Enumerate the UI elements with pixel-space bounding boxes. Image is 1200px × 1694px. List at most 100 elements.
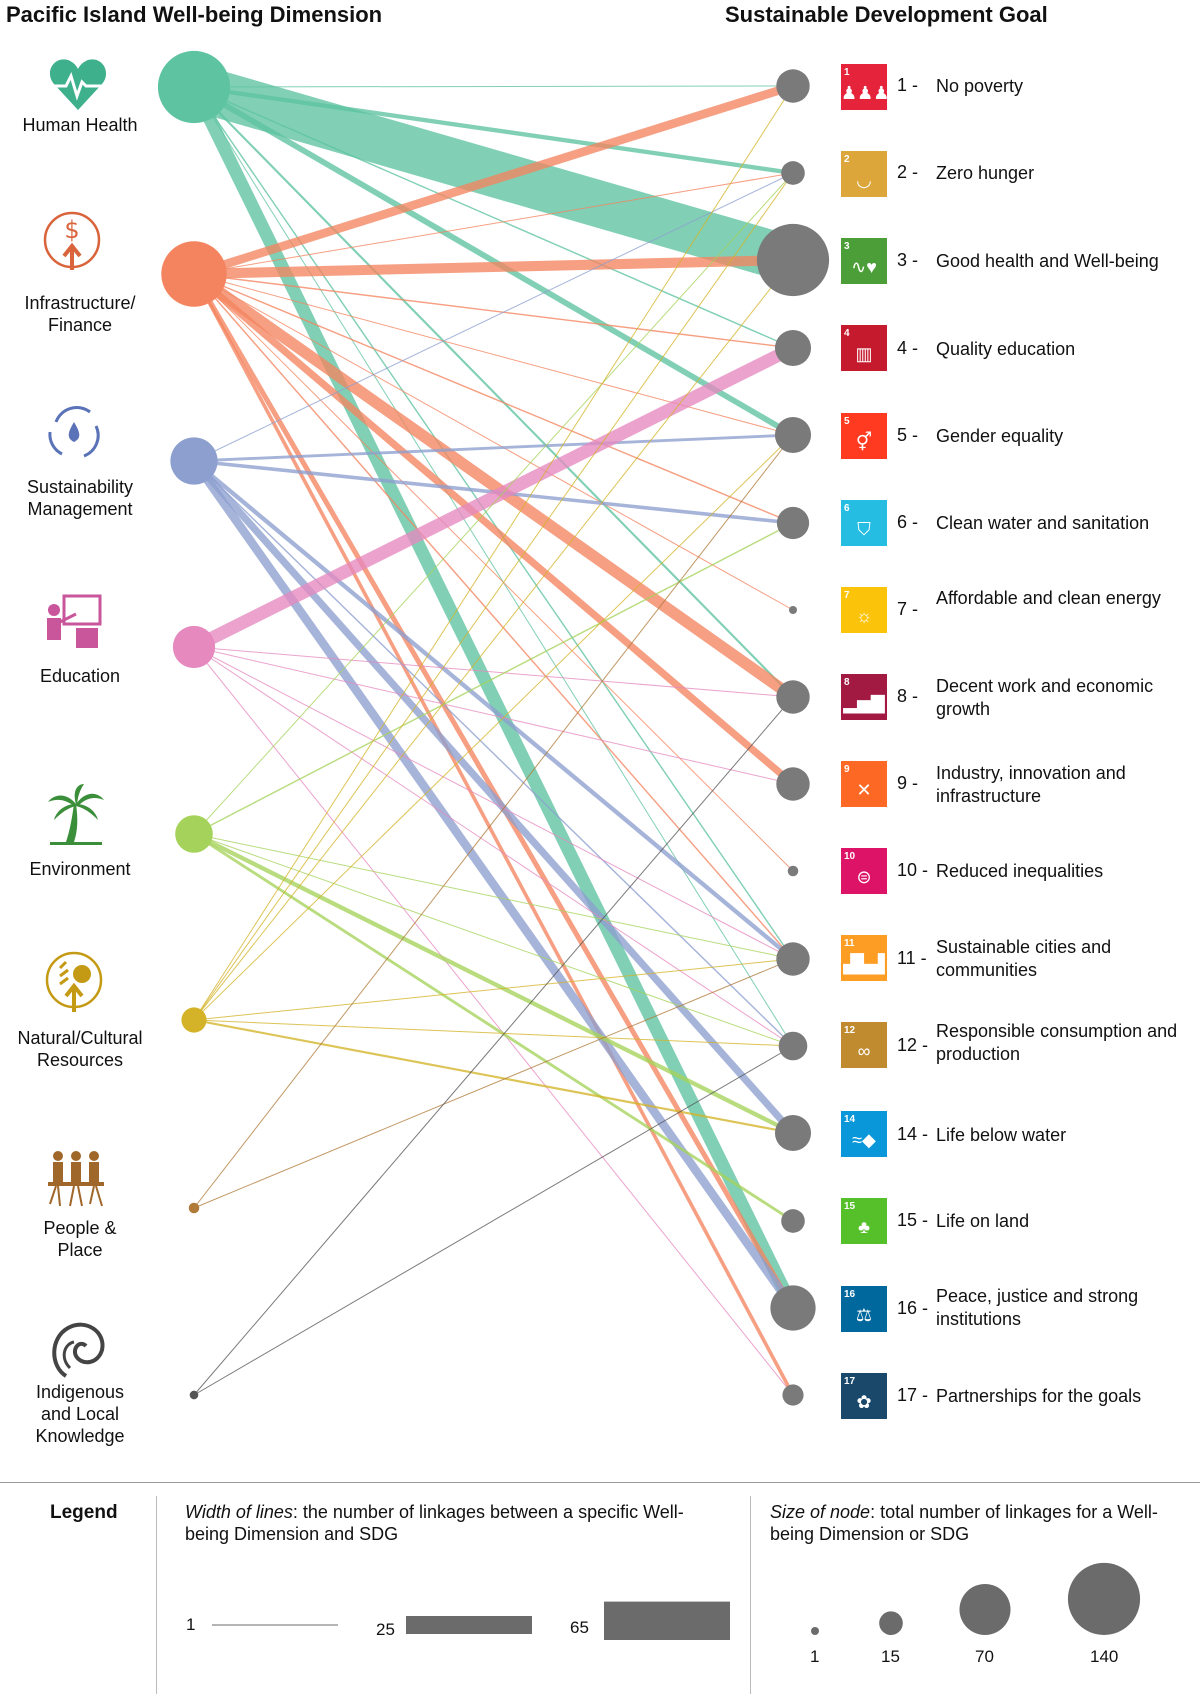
sdg-tile-10: 10 ⊜ [841,848,887,894]
sdg-node-12 [778,1031,808,1061]
sdg-label-14: Life below water [936,1125,1067,1145]
link-if-sdg-6 [193,273,794,524]
palm-tree-icon [48,784,104,845]
legend-size-sample-140 [1067,1562,1141,1635]
grain-sun-icon [45,951,103,1012]
sdg-tile-11: 11 ▟▙▟ [841,935,887,981]
sdg-tile-4: 4 ▥ [841,325,887,371]
link-if-sdg-16 [191,272,796,1310]
legend-width-label-65: 65 [570,1618,589,1637]
teacher-board-icon [47,594,102,648]
link-if-sdg-9 [191,271,796,787]
recycle-water-icon [48,406,100,458]
sun-icon: ☼ [855,606,873,626]
sdg-number-2: 2 - [897,162,919,182]
right-header: Sustainable Development Goal [725,2,1048,27]
link-ed-sdg-12 [193,646,794,1047]
sdg-node-6 [776,506,810,540]
link-sm-sdg-12 [193,460,794,1047]
dimension-label-people-place: People & Place [43,1218,117,1260]
link-if-sdg-5 [193,273,794,436]
sdg-node-15 [781,1209,805,1233]
legend-width-sample-1 [212,1624,338,1626]
rings-icon: ✿ [856,1392,872,1412]
sdg-number-4: 4 - [897,338,919,358]
tree-icon: ♣ [858,1217,870,1237]
link-en-sdg-6 [193,522,794,835]
sdg-label-15: Life on land [936,1211,1030,1231]
legend-width-title: Width of lines [185,1502,293,1522]
link-ed-sdg-11 [193,646,794,960]
sdg-label-8: Decent work and economic growth [936,676,1154,719]
link-ed-sdg-17 [193,646,794,1396]
link-if-sdg-17 [192,273,795,1396]
sdg-node-7 [789,606,797,614]
legend-width-label-25: 25 [376,1620,395,1639]
sdg-number-8: 8 - [897,686,919,706]
fish-icon: ≈◆ [852,1130,876,1150]
sdg-number-1: 1 - [897,75,919,95]
sdg-label-6: Clean water and sanitation [936,513,1150,533]
link-hh-sdg-4 [193,86,794,349]
sdg-tile-7: 7 ☼ [841,587,887,633]
sdg-tile-1: 1 ♟♟♟ [841,64,890,110]
dove-gavel-icon: ⚖ [855,1305,873,1325]
link-sm-sdg-5 [193,433,794,463]
legend-divider [0,1482,1200,1483]
sdg-number-17: 17 - [897,1385,929,1405]
sdg-label-12: Responsible consumption and production [936,1021,1178,1064]
dimension-label-environment: Environment [29,859,131,879]
legend-size-sample-70 [959,1583,1011,1635]
dimension-node-sm [170,437,218,485]
legend-size-label-140: 140 [1090,1647,1119,1666]
link-nc-sdg-14 [193,1018,794,1135]
infinity-icon: ∞ [857,1041,871,1061]
family-icon: ♟♟♟ [841,83,890,103]
water-glass-icon: ⛉ [857,519,871,539]
book-icon: ▥ [855,344,873,364]
link-nc-sdg-2 [193,172,794,1021]
sdg-label-1: No poverty [936,76,1024,96]
sdg-number-16: 16 - [897,1298,929,1318]
sdg-number-6: 6 - [897,512,919,532]
equals-icon: ⊜ [856,867,872,887]
link-nc-sdg-3 [193,259,794,1021]
sdg-node-4 [774,329,812,367]
link-en-sdg-2 [193,172,794,835]
bowl-icon: ◡ [856,170,872,190]
link-ed-sdg-9 [193,646,794,785]
dimension-label-sustainability: Sustainability Management [26,477,134,519]
sdg-node-14 [774,1114,812,1152]
link-sm-sdg-14 [191,458,796,1136]
link-if-sdg-3 [193,254,794,280]
growth-chart-icon: ▂▅▇ [843,693,885,713]
sdg-label-4: Quality education [936,339,1076,359]
sdg-node-9 [776,767,810,801]
sdg-number-10: 10 - [897,860,929,880]
sdg-tile-3: 3 ∿♥ [841,238,887,284]
sdg-label-10: Reduced inequalities [936,861,1104,881]
legend-samples [212,1562,1141,1640]
linkage-diagram [157,50,830,1406]
link-ed-sdg-4 [191,342,796,653]
link-nc-sdg-12 [193,1019,794,1047]
dimension-label-natural-cultural: Natural/Cultural Resources [17,1028,143,1070]
sdg-node-16 [770,1285,816,1331]
svg-text:$: $ [64,216,79,244]
sdg-tile-17: 17 ✿ [841,1373,887,1419]
legend-width-text: : the number of linkages between a speci… [185,1502,684,1544]
sdg-tile-8: 8 ▂▅▇ [841,674,887,720]
sdg-node-8 [776,680,810,714]
sdg-node-17 [782,1384,804,1406]
sdg-node-5 [774,416,812,454]
link-hh-sdg-5 [192,84,795,438]
dimension-node-pp [188,1202,200,1214]
link-sm-sdg-2 [193,172,794,462]
sdg-label-11: Sustainable cities and communities [936,937,1112,980]
sdg-tile-2: 2 ◡ [841,151,887,197]
link-pp-sdg-5 [193,434,794,1209]
link-nc-sdg-1 [193,85,794,1021]
link-pp-sdg-11 [193,958,794,1209]
sdg-node-3 [756,223,830,297]
legend-width-sample-25 [406,1616,532,1634]
